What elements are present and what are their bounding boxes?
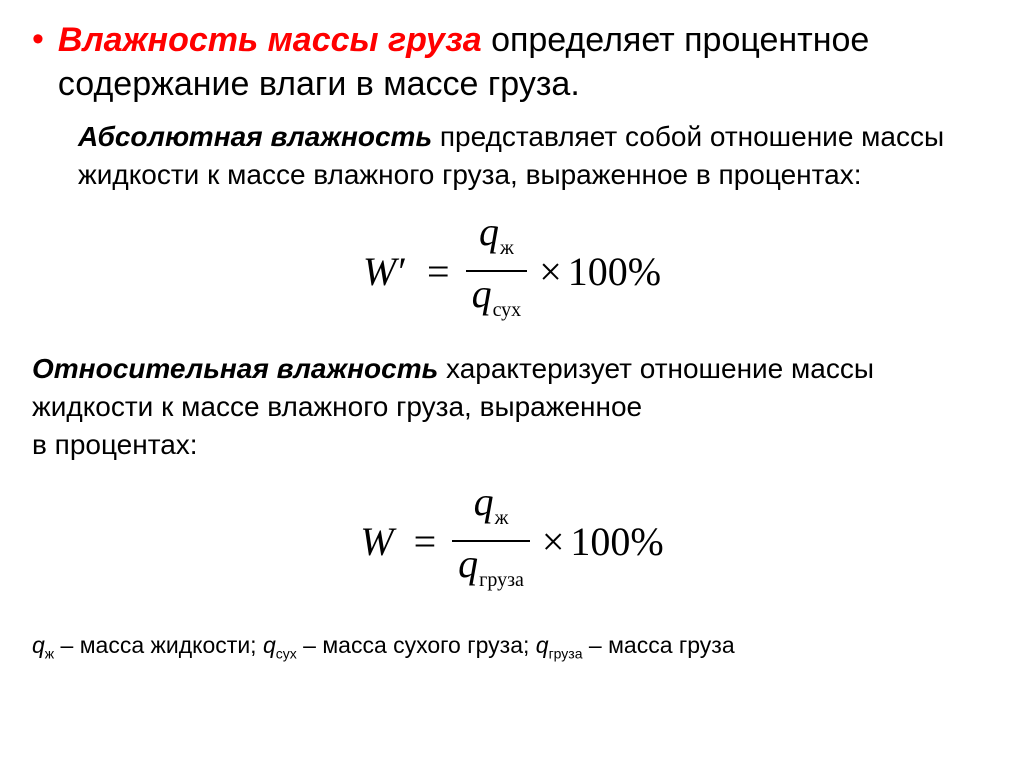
leg-q3-text: – масса груза — [583, 632, 735, 658]
f2-lhs: W — [360, 518, 393, 565]
f2-den: qгруза — [452, 542, 530, 602]
slide-content: • Влажность массы груза определяет проце… — [0, 0, 1024, 669]
f1-fraction: qж qсух — [466, 210, 528, 332]
headline-block: • Влажность массы груза определяет проце… — [28, 18, 996, 106]
leg-q2-sub: сух — [276, 646, 297, 662]
leg-q2-text: – масса сухого груза; — [297, 632, 536, 658]
f2-pct: % — [630, 518, 663, 565]
leg-q3-sub: груза — [549, 646, 583, 662]
paragraph-relative: Относительная влажность характеризует от… — [32, 350, 996, 464]
leg-q2-var: q — [263, 632, 276, 658]
f1-num: qж — [473, 210, 520, 270]
f1-pct: % — [628, 248, 661, 295]
f2-eq: = — [414, 518, 437, 565]
f1-factor: 100 — [568, 248, 628, 295]
paragraph-absolute: Абсолютная влажность представляет собой … — [78, 118, 996, 194]
f1-prime: ′ — [398, 249, 407, 294]
leg-q1-sub: ж — [45, 646, 54, 662]
f2-num-sub: ж — [495, 507, 509, 529]
leg-q3-var: q — [536, 632, 549, 658]
formula-absolute: W′ = qж qсух × 100% — [28, 210, 996, 332]
f2-factor: 100 — [570, 518, 630, 565]
f2-den-sub: груза — [479, 569, 524, 591]
bullet-icon: • — [32, 18, 44, 60]
f2-num-var: q — [474, 479, 494, 524]
f2-times: × — [542, 518, 565, 565]
f1-num-var: q — [479, 209, 499, 254]
f1-eq: = — [427, 248, 450, 295]
f2-den-var: q — [458, 541, 478, 586]
f1-num-sub: ж — [500, 237, 514, 259]
headline-highlight: Влажность массы груза — [58, 21, 482, 59]
f1-times: × — [539, 248, 562, 295]
headline-text: Влажность массы груза определяет процент… — [58, 18, 996, 106]
f2-num: qж — [468, 480, 515, 540]
leg-q1-var: q — [32, 632, 45, 658]
f1-den-var: q — [472, 271, 492, 316]
formula-relative: W = qж qгруза × 100% — [28, 480, 996, 602]
f1-lhs: W′ — [363, 248, 407, 295]
term-relative: Относительная влажность — [32, 353, 438, 384]
f1-den: qсух — [466, 272, 528, 332]
para2-rest-l2: в процентах: — [32, 429, 198, 460]
f2-var: W — [360, 519, 393, 564]
term-absolute: Абсолютная влажность — [78, 121, 432, 152]
f2-fraction: qж qгруза — [452, 480, 530, 602]
f1-den-sub: сух — [493, 299, 522, 321]
legend-line: qж – масса жидкости; qсух – масса сухого… — [32, 630, 996, 669]
f1-var: W — [363, 249, 396, 294]
leg-q1-text: – масса жидкости; — [54, 632, 263, 658]
